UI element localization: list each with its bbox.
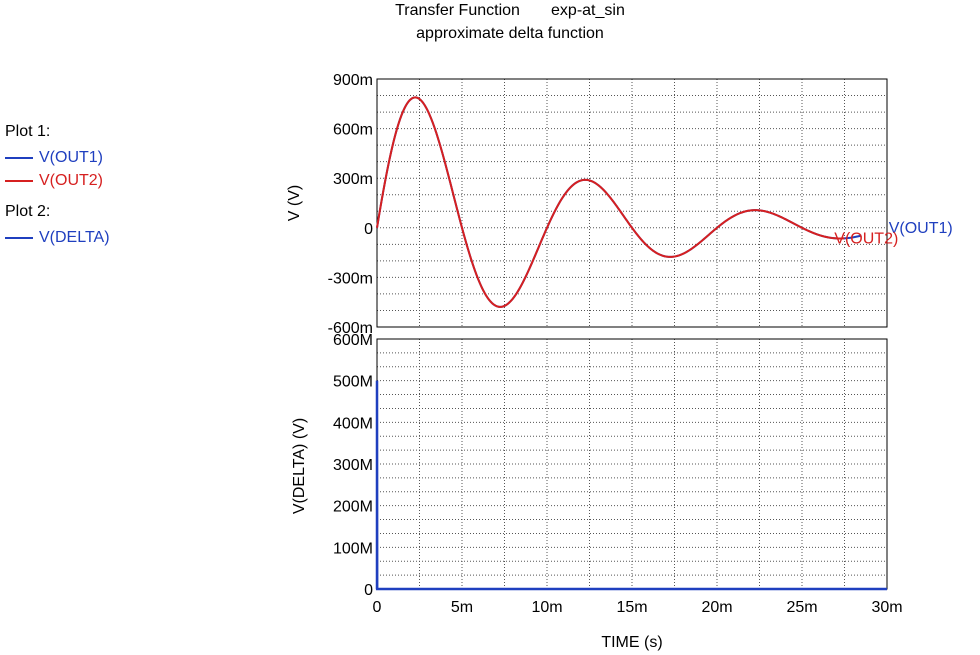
plot1-frame bbox=[376, 78, 888, 328]
legend-plot-2-label: Plot 2: bbox=[5, 203, 51, 220]
x-tick-label: 30m bbox=[871, 599, 902, 616]
x-tick-label: 25m bbox=[786, 599, 817, 616]
plot2-y-tick-label: 400M bbox=[333, 415, 373, 432]
chart-title: Transfer Function exp-at_sin bbox=[395, 2, 625, 19]
plot2-grid bbox=[376, 338, 888, 590]
chart-subtitle: approximate delta function bbox=[416, 25, 604, 42]
plot1-y-tick-label: 600m bbox=[333, 122, 373, 139]
series-out1-endlabel: V(OUT1) bbox=[889, 220, 953, 237]
x-tick-label: 20m bbox=[701, 599, 732, 616]
legend-label-delta: V(DELTA) bbox=[39, 228, 110, 246]
plot2-y-axis-label: V(DELTA) (V) bbox=[291, 418, 308, 514]
legend-label-out2: V(OUT2) bbox=[39, 171, 103, 189]
legend-item-out1: V(OUT1) bbox=[5, 146, 103, 169]
plot2-y-tick-label: 0 bbox=[364, 582, 373, 599]
plot1-y-axis-label: V (V) bbox=[286, 185, 303, 221]
plot1-y-tick-label: 900m bbox=[333, 72, 373, 89]
legend-swatch-out2 bbox=[5, 179, 33, 182]
plot1-y-tick-label: 300m bbox=[333, 171, 373, 188]
plot2-y-tick-label: 100M bbox=[333, 540, 373, 557]
legend-swatch-delta bbox=[5, 236, 33, 239]
legend-label-out1: V(OUT1) bbox=[39, 148, 103, 166]
plot2-y-tick-label: 300M bbox=[333, 457, 373, 474]
plot1-y-tick-label: 0 bbox=[364, 221, 373, 238]
legend-item-out2: V(OUT2) bbox=[5, 169, 103, 192]
x-axis-label: TIME (s) bbox=[601, 634, 662, 651]
plot2-y-tick-label: 500M bbox=[333, 374, 373, 391]
plot2-y-tick-label: 200M bbox=[333, 499, 373, 516]
series-out2-endlabel: V(OUT2) bbox=[834, 231, 898, 248]
plot1-grid bbox=[376, 78, 888, 328]
plot1-y-tick-label: -600m bbox=[328, 320, 373, 337]
x-tick-label: 0 bbox=[373, 599, 382, 616]
series-delta-line bbox=[375, 380, 887, 591]
x-tick-label: 5m bbox=[451, 599, 473, 616]
plot2-y-tick-label: 600M bbox=[333, 332, 373, 349]
x-tick-label: 15m bbox=[616, 599, 647, 616]
legend-plot-1-label: Plot 1: bbox=[5, 123, 51, 140]
legend-plot-1: Plot 1: V(OUT1) V(OUT2) bbox=[5, 122, 103, 192]
series-out2-line bbox=[376, 96, 845, 308]
legend-item-delta: V(DELTA) bbox=[5, 226, 110, 249]
legend-plot-2: Plot 2: V(DELTA) bbox=[5, 202, 110, 249]
plot1-y-tick-label: -300m bbox=[328, 270, 373, 287]
x-tick-label: 10m bbox=[531, 599, 562, 616]
legend-swatch-out1 bbox=[5, 156, 33, 159]
